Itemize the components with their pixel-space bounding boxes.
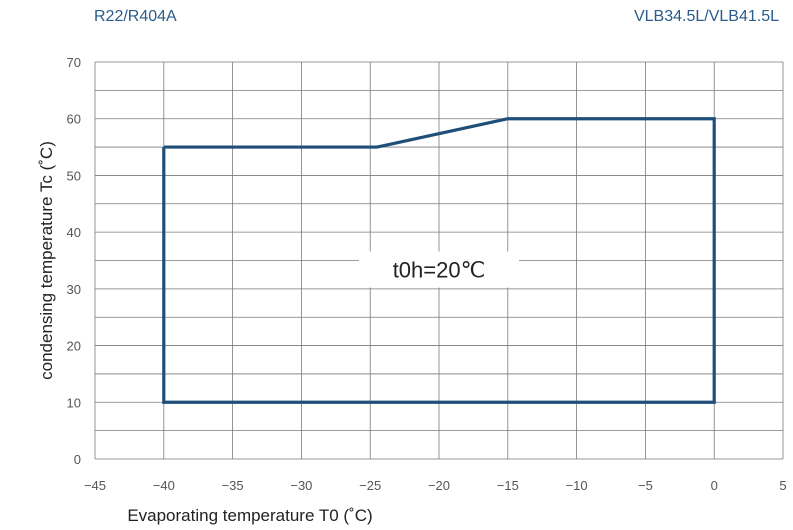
x-tick-label: −20 — [428, 478, 450, 493]
x-tick-label: −5 — [638, 478, 653, 493]
y-tick-label: 60 — [67, 112, 81, 127]
x-tick-label: 5 — [779, 478, 786, 493]
annotation-label: t0h=20℃ — [393, 258, 486, 283]
y-tick-label: 50 — [67, 168, 81, 183]
y-axis-ticks: 0 10 20 30 40 50 60 70 — [67, 55, 81, 467]
x-tick-label: −25 — [359, 478, 381, 493]
x-tick-label: −15 — [497, 478, 519, 493]
model-label: VLB34.5L/VLB41.5L — [633, 8, 779, 25]
x-tick-label: 0 — [711, 478, 718, 493]
x-tick-label: −35 — [222, 478, 244, 493]
y-tick-label: 40 — [67, 225, 81, 240]
y-axis-label: condensing temperature Tc (˚C) — [37, 141, 56, 380]
refrigerant-label: R22/R404A — [94, 8, 177, 25]
envelope-line — [162, 117, 716, 404]
x-tick-label: −10 — [566, 478, 588, 493]
y-tick-label: 0 — [74, 452, 81, 467]
plot-area — [162, 117, 716, 404]
y-tick-label: 20 — [67, 339, 81, 354]
y-tick-label: 30 — [67, 282, 81, 297]
x-tick-label: −40 — [153, 478, 175, 493]
x-axis-label: Evaporating temperature T0 (˚C) — [127, 506, 372, 525]
y-tick-label: 70 — [67, 55, 81, 70]
y-tick-label: 10 — [67, 395, 81, 410]
x-tick-label: −30 — [290, 478, 312, 493]
x-axis-ticks: −45 −40 −35 −30 −25 −20 −15 −10 −5 0 5 — [84, 478, 787, 493]
x-tick-label: −45 — [84, 478, 106, 493]
annotation-background — [359, 251, 519, 288]
